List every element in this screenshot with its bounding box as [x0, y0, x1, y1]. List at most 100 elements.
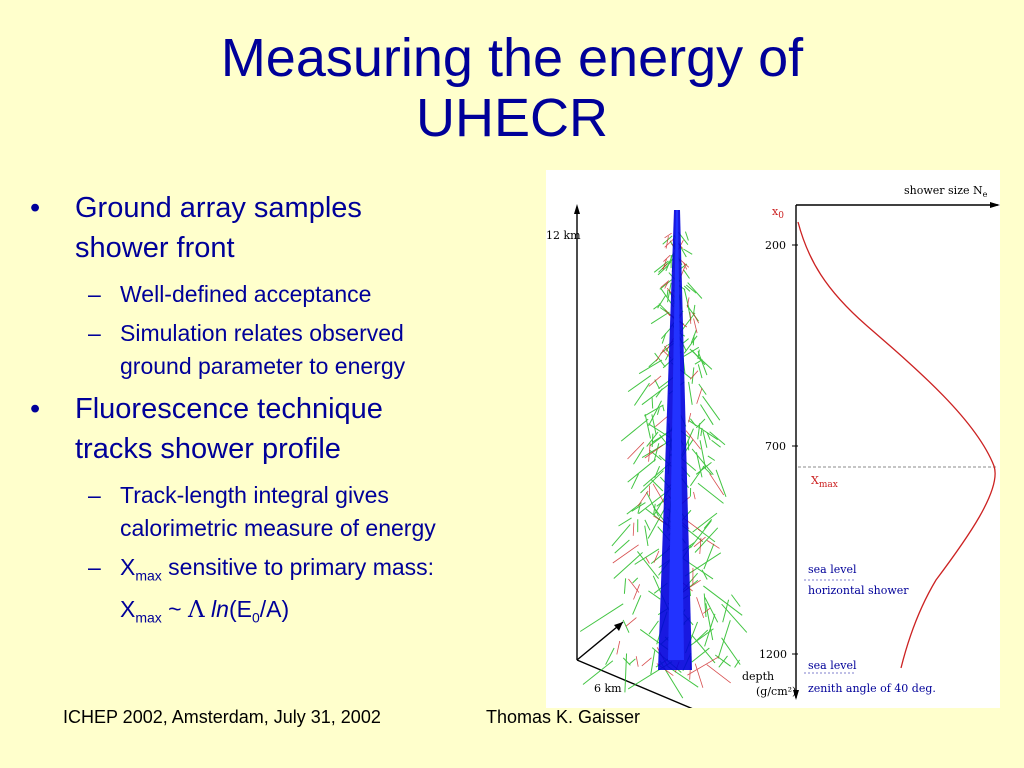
shower-track — [695, 452, 703, 478]
x0-label: x0 — [772, 205, 784, 221]
shower-track — [685, 284, 697, 294]
shower-figure-svg: 12 km 6 km shower size Ne x0 200 700 120… — [546, 184, 1000, 708]
shower-track — [701, 569, 708, 580]
shower-track — [718, 655, 728, 668]
sub-bullet-dash: – — [88, 554, 101, 580]
shower-track — [648, 590, 661, 600]
shower-track — [655, 344, 668, 362]
shower-track — [698, 383, 707, 395]
shower-track — [647, 507, 666, 539]
slide-title: Measuring the energy of UHECR — [0, 28, 1024, 148]
shower-track — [638, 359, 663, 375]
shower-track — [691, 647, 710, 663]
shower-track — [633, 382, 650, 406]
formula-lambda: Λ — [188, 596, 205, 623]
shower-track — [683, 269, 690, 279]
shower-track — [664, 281, 669, 289]
shower-track — [689, 418, 697, 427]
shower-figure: 12 km 6 km shower size Ne x0 200 700 120… — [546, 170, 1000, 708]
shower-track — [579, 603, 624, 632]
title-line-2: UHECR — [415, 88, 608, 148]
sub-bullet-dash: – — [88, 320, 101, 346]
shower-track — [648, 443, 651, 462]
shower-track — [689, 628, 714, 647]
shower-track — [620, 418, 649, 442]
xmax-symbol: X — [120, 554, 136, 580]
shower-track — [655, 415, 668, 428]
shower-track — [623, 578, 627, 594]
shower-track — [648, 375, 662, 387]
sub-bullet-dash: – — [88, 281, 101, 307]
sea-level-2: sea level — [808, 659, 857, 672]
shower-track — [657, 265, 668, 276]
shower-track — [689, 465, 705, 487]
shower-track — [689, 312, 692, 324]
shower-track — [707, 455, 716, 461]
shower-track — [616, 640, 621, 655]
shower-track — [697, 351, 708, 376]
shower-track — [663, 254, 671, 262]
shower-track — [693, 536, 706, 548]
bullet-text: Fluorescence technique — [75, 393, 383, 425]
shower-track — [697, 482, 724, 504]
shower-size-label: shower size Ne — [904, 184, 988, 199]
profile-curve — [797, 221, 996, 669]
horizontal-axis — [576, 659, 693, 708]
shower-track — [641, 657, 652, 667]
sub-bullet-text: Well-defined acceptance — [120, 281, 372, 307]
sub-bullet-text: sensitive to primary mass: — [161, 554, 435, 580]
shower-track — [653, 550, 660, 563]
shower-track — [706, 664, 731, 684]
shower-track — [644, 519, 651, 531]
shower-track — [717, 620, 731, 659]
formula-close: /A) — [259, 595, 290, 622]
shower-track — [644, 414, 651, 439]
shower-track — [690, 370, 699, 380]
xmax-label: Xmax — [811, 474, 838, 490]
shower-track — [694, 663, 704, 688]
shower-track — [613, 552, 643, 579]
shower-track — [625, 617, 637, 627]
sub-bullet-acceptance: – Well-defined acceptance — [30, 278, 535, 311]
shower-track — [694, 527, 719, 553]
shower-track — [683, 346, 700, 357]
footer-author: Thomas K. Gaisser — [486, 707, 641, 727]
shower-track — [687, 282, 703, 299]
shower-track — [650, 650, 656, 675]
shower-track — [628, 658, 636, 665]
shower-track — [651, 414, 657, 436]
shower-track — [692, 512, 718, 533]
shower-track — [660, 327, 671, 340]
shower-track — [683, 248, 693, 255]
shower-track — [648, 620, 659, 635]
zenith-label: zenith angle of 40 deg. — [808, 682, 936, 695]
formula-open: (E — [228, 595, 252, 622]
shower-track — [654, 466, 661, 478]
shower-track — [700, 404, 714, 426]
shower-track — [644, 525, 649, 546]
sub-bullet-text: calorimetric measure of energy — [120, 515, 436, 541]
bullet-text: shower front — [75, 232, 235, 264]
shower-track — [697, 528, 716, 543]
shower-track — [683, 285, 691, 292]
shower-track — [641, 384, 669, 406]
bullet-dot: • — [30, 192, 41, 224]
shower-track — [667, 282, 672, 303]
shower-track — [650, 478, 664, 492]
sub-bullet-track-length: – Track-length integral gives calorimetr… — [30, 479, 535, 545]
shower-track — [651, 433, 654, 448]
formula-e-sub: 0 — [251, 609, 260, 626]
sub-bullet-text: Simulation relates observed — [120, 320, 404, 346]
shower-track — [692, 312, 700, 324]
shower-track — [664, 232, 672, 239]
shower-track — [640, 470, 664, 494]
shower-track — [695, 461, 712, 475]
shower-track — [731, 594, 741, 607]
shower-track — [684, 552, 722, 577]
shower-track — [705, 603, 714, 641]
shower-track — [633, 447, 645, 465]
shower-track — [655, 388, 663, 398]
shower-track — [627, 459, 657, 483]
shower-track — [695, 418, 706, 429]
shower-track — [614, 539, 630, 554]
